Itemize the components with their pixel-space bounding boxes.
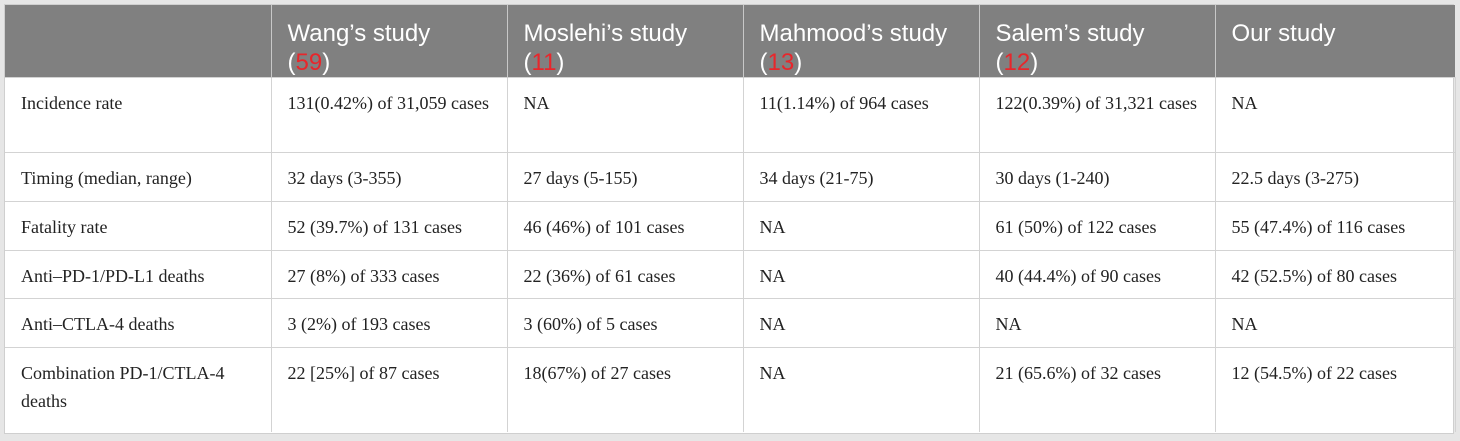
table-cell: 22.5 days (3-275) xyxy=(1214,152,1456,202)
table-cell: 12 (54.5%) of 22 cases xyxy=(1214,347,1456,432)
table-cell: NA xyxy=(742,250,980,299)
table-cell: NA xyxy=(978,298,1216,348)
table-cell: 27 days (5-155) xyxy=(506,152,744,202)
table-cell: 131(0.42%) of 31,059 cases xyxy=(270,77,508,153)
reference-link[interactable]: 11 xyxy=(531,49,557,76)
table-cell: 42 (52.5%) of 80 cases xyxy=(1214,250,1456,299)
row-label: Anti–CTLA-4 deaths xyxy=(5,298,272,348)
table-cell: 3 (60%) of 5 cases xyxy=(506,298,744,348)
table-row: Incidence rate 131(0.42%) of 31,059 case… xyxy=(5,77,1456,153)
header-row: Wang’s study (59) Moslehi’s study (11) Mah… xyxy=(5,5,1455,78)
table-cell: 52 (39.7%) of 131 cases xyxy=(270,201,508,251)
table-cell: NA xyxy=(742,201,980,251)
table-cell: 30 days (1-240) xyxy=(978,152,1216,202)
comparison-table: Wang’s study (59) Moslehi’s study (11) Mah… xyxy=(5,5,1456,432)
table-cell: 22 (36%) of 61 cases xyxy=(506,250,744,299)
comparison-table-container: Wang’s study (59) Moslehi’s study (11) Mah… xyxy=(4,4,1456,434)
table-cell: 40 (44.4%) of 90 cases xyxy=(978,250,1216,299)
reference-link[interactable]: 59 xyxy=(295,49,323,76)
table-row: Combination PD-1/CTLA-4 deaths 22 [25%] … xyxy=(5,347,1456,432)
table-cell: 32 days (3-355) xyxy=(270,152,508,202)
table-cell: 122(0.39%) of 31,321 cases xyxy=(978,77,1216,153)
table-cell: NA xyxy=(506,77,744,153)
table-cell: 11(1.14%) of 964 cases xyxy=(742,77,980,153)
table-cell: NA xyxy=(742,298,980,348)
table-cell: 55 (47.4%) of 116 cases xyxy=(1214,201,1456,251)
table-cell: NA xyxy=(1214,77,1456,153)
reference-link[interactable]: 13 xyxy=(767,49,795,76)
table-cell: NA xyxy=(742,347,980,432)
table-cell: 34 days (21-75) xyxy=(742,152,980,202)
row-label: Timing (median, range) xyxy=(5,152,272,202)
reference-link[interactable]: 12 xyxy=(1003,49,1031,76)
table-cell: 61 (50%) of 122 cases xyxy=(978,201,1216,251)
header-corner xyxy=(5,5,271,78)
header-our-study: Our study xyxy=(1214,5,1455,78)
table-row: Fatality rate 52 (39.7%) of 131 cases 46… xyxy=(5,201,1456,251)
header-salem-study: Salem’s study (12) xyxy=(978,5,1215,78)
table-cell: 27 (8%) of 333 cases xyxy=(270,250,508,299)
row-label: Anti–PD-1/PD-L1 deaths xyxy=(5,250,272,299)
header-mahmood-study: Mahmood’s study (13) xyxy=(742,5,979,78)
table-cell: 22 [25%] of 87 cases xyxy=(270,347,508,432)
row-label: Fatality rate xyxy=(5,201,272,251)
table-cell: 3 (2%) of 193 cases xyxy=(270,298,508,348)
row-label: Combination PD-1/CTLA-4 deaths xyxy=(5,347,272,432)
table-row: Timing (median, range) 32 days (3-355) 2… xyxy=(5,152,1456,202)
table-cell: 21 (65.6%) of 32 cases xyxy=(978,347,1216,432)
table-row: Anti–CTLA-4 deaths 3 (2%) of 193 cases 3… xyxy=(5,298,1456,348)
table-row: Anti–PD-1/PD-L1 deaths 27 (8%) of 333 ca… xyxy=(5,250,1456,299)
row-label: Incidence rate xyxy=(5,77,272,153)
table-cell: 46 (46%) of 101 cases xyxy=(506,201,744,251)
header-wang-study: Wang’s study (59) xyxy=(270,5,507,78)
header-moslehi-study: Moslehi’s study (11) xyxy=(506,5,743,78)
table-cell: 18(67%) of 27 cases xyxy=(506,347,744,432)
table-cell: NA xyxy=(1214,298,1456,348)
